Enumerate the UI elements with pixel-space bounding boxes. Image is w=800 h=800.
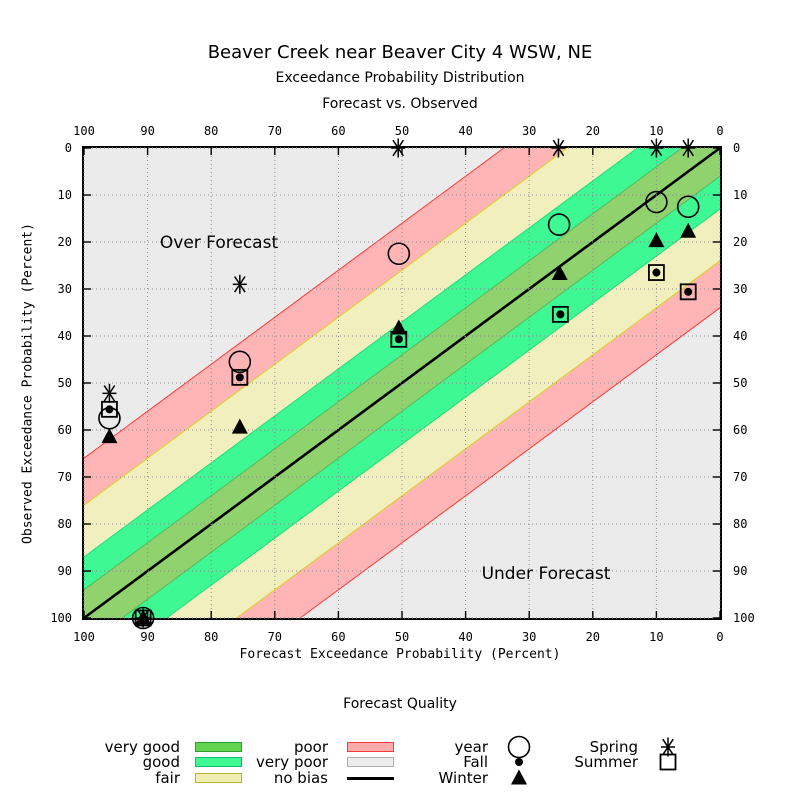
- legend-swatch-very-good: [195, 742, 242, 752]
- y-tick-label-left: 20: [57, 235, 72, 249]
- legend-label-no-bias: no bias: [273, 769, 328, 787]
- x-tick-label-top: 70: [267, 124, 283, 138]
- chart-title: Beaver Creek near Beaver City 4 WSW, NE: [207, 42, 593, 63]
- legend-swatch-very-poor: [347, 757, 394, 767]
- legend-label-Spring: Spring: [589, 738, 638, 756]
- x-tick-label-bottom: 90: [140, 630, 155, 644]
- y-tick-label-right: 0: [733, 141, 741, 155]
- legend-label-poor: poor: [293, 738, 328, 756]
- over-forecast-label: Over Forecast: [159, 233, 279, 253]
- y-tick-label-right: 40: [733, 329, 748, 343]
- y-tick-label-left: 90: [57, 564, 72, 578]
- square-marker-icon: [659, 753, 677, 771]
- legend-label-year: year: [454, 738, 488, 756]
- x-axis-title: Forecast Exceedance Probability (Percent…: [239, 647, 561, 662]
- x-tick-label-top: 30: [521, 124, 537, 138]
- x-tick-label-bottom: 60: [331, 630, 346, 644]
- band-edge-very-good: [84, 148, 720, 618]
- band-edge-poor: [84, 148, 720, 618]
- x-tick-label-bottom: 80: [203, 630, 219, 644]
- x-tick-label-top: 80: [203, 124, 219, 138]
- x-tick-label-top: 60: [331, 124, 346, 138]
- no-bias-line: [84, 148, 720, 618]
- series-year: [98, 190, 700, 630]
- x-tick-label-top: 100: [73, 124, 95, 138]
- y-tick-label-right: 50: [733, 376, 748, 390]
- y-tick-label-left: 70: [57, 470, 72, 484]
- legend-label-very-good: very good: [104, 738, 180, 756]
- legend-label-Summer: Summer: [574, 753, 638, 771]
- chart-subtitle-2: Forecast vs. Observed: [322, 96, 478, 112]
- legend-no-bias-line: [347, 777, 394, 780]
- y-tick-label-left: 80: [57, 517, 72, 531]
- legend-swatch-good: [195, 757, 242, 767]
- band-edge-good: [84, 148, 720, 618]
- legend-title: Forecast Quality: [343, 696, 457, 712]
- quality-bands-layer: [84, 148, 720, 618]
- tick-marks: [83, 147, 721, 619]
- legend-swatch-poor: [347, 742, 394, 752]
- under-forecast-label: Under Forecast: [481, 564, 611, 584]
- chart-subtitle-1: Exceedance Probability Distribution: [275, 70, 525, 86]
- y-tick-label-left: 10: [57, 188, 72, 202]
- y-tick-label-left: 40: [57, 329, 72, 343]
- series-Spring: [102, 138, 696, 628]
- x-tick-label-top: 40: [458, 124, 473, 138]
- y-tick-label-left: 60: [57, 423, 72, 437]
- y-tick-label-left: 0: [64, 141, 72, 155]
- x-tick-label-bottom: 40: [458, 630, 473, 644]
- y-tick-label-right: 80: [733, 517, 748, 531]
- y-tick-label-right: 100: [733, 611, 755, 625]
- y-tick-label-left: 100: [50, 611, 72, 625]
- x-tick-label-bottom: 30: [521, 630, 537, 644]
- y-tick-label-left: 50: [57, 376, 72, 390]
- x-tick-label-top: 50: [394, 124, 410, 138]
- x-tick-label-top: 0: [716, 124, 724, 138]
- x-tick-label-top: 90: [140, 124, 155, 138]
- dot-marker-icon: [515, 758, 523, 766]
- x-tick-label-bottom: 0: [716, 630, 724, 644]
- x-tick-label-bottom: 100: [73, 630, 95, 644]
- y-tick-label-right: 20: [733, 235, 748, 249]
- x-tick-label-bottom: 70: [267, 630, 283, 644]
- legend-label-fair: fair: [155, 769, 180, 787]
- series-Summer: [101, 264, 697, 627]
- grid-and-markers-layer: [83, 138, 721, 630]
- x-tick-label-top: 10: [649, 124, 664, 138]
- y-tick-label-left: 30: [57, 282, 72, 296]
- legend-label-good: good: [142, 753, 180, 771]
- band-edge-fair: [84, 148, 720, 618]
- y-tick-label-right: 70: [733, 470, 748, 484]
- asterisk-marker-icon: [661, 737, 675, 757]
- x-tick-label-bottom: 10: [649, 630, 664, 644]
- legend-label-Fall: Fall: [463, 753, 488, 771]
- gridlines: [83, 147, 721, 619]
- y-tick-label-right: 30: [733, 282, 748, 296]
- legend-label-very-poor: very poor: [256, 753, 328, 771]
- legend-swatch-fair: [195, 773, 242, 783]
- x-tick-label-top: 20: [585, 124, 601, 138]
- triangle-marker-icon: [511, 769, 527, 785]
- plot-area: [82, 138, 722, 630]
- circle-marker-icon: [507, 735, 531, 759]
- series-Winter: [101, 222, 697, 625]
- x-tick-label-bottom: 50: [394, 630, 410, 644]
- y-tick-label-right: 60: [733, 423, 748, 437]
- y-tick-label-right: 10: [733, 188, 748, 202]
- y-tick-label-right: 90: [733, 564, 748, 578]
- x-tick-label-bottom: 20: [585, 630, 601, 644]
- legend-label-Winter: Winter: [438, 769, 488, 787]
